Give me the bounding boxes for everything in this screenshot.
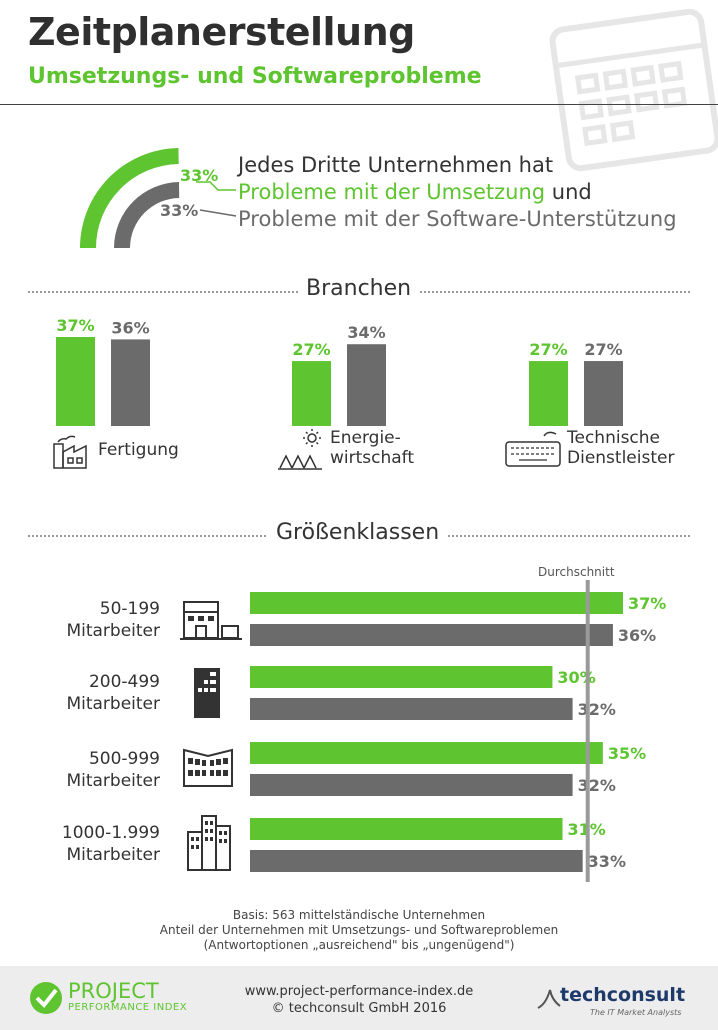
size-label-50-199-2: Mitarbeiter: [66, 621, 160, 641]
branche-value-1-1: 34%: [347, 323, 385, 342]
footer: [0, 966, 718, 1030]
intro-line-1: Jedes Dritte Unternehmen hat: [238, 153, 554, 177]
footer-copyright: © techconsult GmbH 2016: [271, 1001, 447, 1016]
size-bar-1-1: [250, 698, 573, 720]
size-label-200-499-1: 200-499: [88, 672, 160, 692]
office-tower-icon: [194, 668, 220, 718]
intro-line-2-green: Probleme mit der Umsetzung: [238, 180, 546, 204]
branche-value-2-1: 27%: [584, 340, 622, 359]
size-label-200-499: 200-499 Mitarbeiter: [20, 671, 160, 715]
footer-brand: techconsult: [560, 984, 686, 1006]
intro-text: Jedes Dritte Unternehmen hat Probleme mi…: [238, 152, 677, 233]
groessen-bar-chart: 37%36%30%32%35%32%31%33%: [250, 580, 666, 882]
branche-bar-0-0: [56, 337, 95, 426]
skyscraper-icon: [187, 815, 231, 871]
calendar-watermark-icon: [549, 8, 718, 172]
intro-line-3: Probleme mit der Software-Unterstützung: [238, 207, 677, 231]
size-label-500-999: 500-999 Mitarbeiter: [20, 748, 160, 792]
footer-center: www.project-performance-index.de © techc…: [209, 983, 509, 1017]
solar-panel-icon: [278, 429, 322, 470]
page-title: Zeitplanerstellung: [28, 10, 415, 54]
header-divider: [0, 104, 718, 105]
size-bar-1-0: [250, 666, 553, 688]
intro-line-2: Probleme mit der Umsetzung und: [238, 179, 677, 206]
branche-bar-2-1: [584, 361, 623, 426]
size-bar-3-0: [250, 818, 563, 840]
note-line-1: Basis: 563 mittelständische Unternehmen: [232, 908, 486, 922]
size-bar-2-1: [250, 774, 573, 796]
size-label-500-999-1: 500-999: [88, 749, 160, 769]
size-value-3-1: 33%: [588, 852, 626, 871]
branche-bar-2-0: [529, 361, 568, 426]
footer-logo-text-1: PROJECT: [68, 979, 159, 1003]
intro-value-grey: 33%: [160, 201, 199, 220]
chart-notes: Basis: 563 mittelständische Unternehmen …: [0, 908, 718, 953]
branche-label-technik: Technische Dienstleister: [567, 428, 674, 468]
groessen-heading: Größenklassen: [268, 520, 448, 545]
branche-bar-1-0: [292, 361, 331, 426]
techconsult-logo-icon: [537, 989, 561, 1009]
size-value-1-1: 32%: [578, 700, 616, 719]
size-label-200-499-2: Mitarbeiter: [66, 694, 160, 714]
intro-connector-lines: [196, 181, 237, 217]
branche-label-fertigung: Fertigung: [98, 440, 179, 460]
size-bar-3-1: [250, 850, 583, 872]
branche-value-0-0: 37%: [56, 316, 94, 335]
size-label-500-999-2: Mitarbeiter: [66, 771, 160, 791]
size-value-0-0: 37%: [628, 594, 666, 613]
size-value-2-0: 35%: [608, 744, 646, 763]
size-value-1-0: 30%: [557, 668, 595, 687]
branche-label-technik-1: Technische: [567, 428, 661, 448]
branchen-bar-chart: 37% 36% 27% 34% 27% 27%: [56, 316, 623, 426]
checkmark-logo-icon: [30, 982, 62, 1014]
branche-value-1-0: 27%: [292, 340, 330, 359]
branche-label-energie: Energie- wirtschaft: [330, 428, 414, 468]
branchen-heading: Branchen: [298, 276, 420, 301]
footer-brand-tagline: The IT Market Analysts: [590, 1008, 682, 1017]
size-value-0-1: 36%: [618, 626, 656, 645]
branche-bar-1-1: [347, 344, 386, 426]
branche-bar-0-1: [111, 339, 150, 426]
size-bar-0-1: [250, 624, 613, 646]
note-line-3: (Antwortoptionen „ausreichend" bis „unge…: [203, 938, 515, 952]
note-line-2: Anteil der Unternehmen mit Umsetzungs- u…: [159, 923, 559, 937]
size-bar-0-0: [250, 592, 623, 614]
size-value-2-1: 32%: [578, 776, 616, 795]
size-label-1000-1999-2: Mitarbeiter: [66, 845, 160, 865]
branche-label-energie-1: Energie-: [330, 428, 401, 448]
branche-label-technik-2: Dienstleister: [567, 448, 675, 468]
size-bar-2-0: [250, 742, 603, 764]
branche-label-energie-2: wirtschaft: [330, 448, 415, 468]
size-label-50-199-1: 50-199: [99, 599, 160, 619]
small-building-icon: [180, 601, 242, 640]
intro-arc-chart: [80, 148, 180, 248]
size-label-1000-1999-1: 1000-1.999: [61, 823, 160, 843]
branche-value-0-1: 36%: [111, 318, 149, 337]
intro-arc-green: [80, 148, 179, 248]
office-block-icon: [183, 748, 233, 787]
footer-logo-text-2: PERFORMANCE INDEX: [68, 1002, 188, 1013]
page-subtitle: Umsetzungs- und Softwareprobleme: [28, 64, 482, 89]
keyboard-icon: [505, 431, 561, 467]
branche-value-2-0: 27%: [529, 340, 567, 359]
intro-value-green: 33%: [180, 166, 219, 185]
size-label-50-199: 50-199 Mitarbeiter: [20, 598, 160, 642]
footer-url[interactable]: www.project-performance-index.de: [244, 984, 474, 999]
intro-line-2-tail: und: [551, 180, 592, 204]
factory-icon: [53, 435, 87, 469]
average-label: Durchschnitt: [538, 565, 615, 579]
intro-arc-grey: [114, 182, 180, 248]
size-label-1000-1999: 1000-1.999 Mitarbeiter: [20, 822, 160, 866]
